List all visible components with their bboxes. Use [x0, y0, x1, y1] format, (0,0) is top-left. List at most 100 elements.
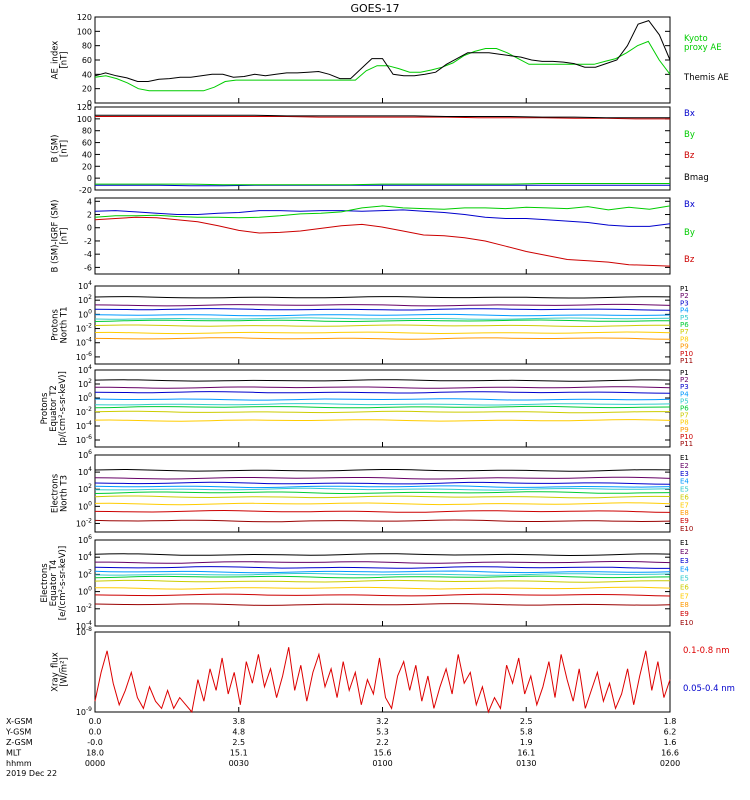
- series-line-level-5: [94, 317, 671, 320]
- legend-entry: E6: [680, 583, 689, 591]
- y-tick-label: 104: [78, 280, 92, 291]
- y-tick-label: 10-6: [76, 351, 92, 362]
- y-tick-label: 106: [78, 534, 92, 545]
- y-axis-label: [p/(cm²-s-sr-keV)]: [58, 371, 68, 446]
- orbit-value: 4.8: [232, 728, 245, 737]
- legend-entry: P3: [680, 299, 689, 307]
- legend-entry: P11: [680, 357, 693, 365]
- legend-entry: P4: [680, 307, 689, 315]
- y-axis-label: B (SM): [51, 135, 61, 163]
- orbit-value: 5.8: [520, 728, 533, 737]
- series-line-level-3: [94, 308, 671, 311]
- orbit-value: 16.1: [517, 749, 535, 758]
- y-tick-label: 2: [87, 211, 92, 220]
- y-axis-label: Electrons: [51, 473, 61, 513]
- legend-entry: Bz: [684, 151, 695, 161]
- orbit-value: 2.5: [520, 717, 533, 726]
- legend-entry: P4: [680, 390, 689, 398]
- legend-entry: By: [684, 130, 695, 140]
- y-tick-label: 102: [78, 483, 92, 494]
- y-tick-label: 60: [82, 56, 92, 65]
- legend-entry: P5: [680, 397, 689, 405]
- legend-entry: E10: [680, 525, 693, 533]
- legend-entry: E2: [680, 462, 689, 470]
- y-tick-label: 10-2: [76, 406, 92, 417]
- orbit-row-label: hhmm: [6, 759, 32, 768]
- legend-entry: E9: [680, 517, 689, 525]
- y-tick-label: 10-9: [76, 706, 92, 717]
- legend-entry: Kyoto: [684, 34, 708, 44]
- legend-entry: E4: [680, 478, 689, 486]
- series-line-level-7: [94, 410, 670, 414]
- legend-entry: E3: [680, 470, 689, 478]
- y-axis-label: [nT]: [60, 140, 70, 157]
- orbit-value: 3.2: [376, 717, 389, 726]
- y-tick-label: 100: [78, 500, 92, 511]
- y-tick-label: 20: [82, 162, 92, 171]
- legend-entry: P7: [680, 412, 689, 420]
- y-tick-label: 100: [77, 115, 92, 124]
- legend-entry: E2: [680, 548, 689, 556]
- legend-entry: E8: [680, 601, 689, 609]
- y-tick-label: 120: [77, 103, 92, 112]
- series-line-level-2: [94, 476, 671, 480]
- series-line-by: [95, 183, 670, 186]
- legend-entry: E3: [680, 557, 689, 565]
- legend-entry: P9: [680, 426, 689, 434]
- legend-entry: Themis AE: [683, 73, 729, 83]
- y-tick-label: 10-4: [76, 620, 92, 631]
- series-line-level-6: [94, 491, 671, 494]
- panel-1-frame: [94, 16, 671, 104]
- orbit-value: -0.0: [87, 738, 103, 747]
- y-tick-label: 10-8: [76, 626, 92, 637]
- orbit-value: 1.6: [664, 738, 677, 747]
- series-line-bx: [94, 209, 671, 227]
- y-tick-label: 120: [77, 13, 92, 22]
- series-line-level-8: [94, 502, 671, 506]
- series-line-level-1: [94, 553, 671, 557]
- series-line-level-2: [95, 561, 671, 564]
- legend-entry: E7: [680, 592, 689, 600]
- legend-entry: P11: [680, 440, 693, 448]
- legend-entry: E8: [680, 509, 689, 517]
- y-tick-label: 100: [77, 27, 92, 36]
- legend-entry: Bx: [684, 200, 695, 210]
- orbit-value: 0030: [229, 759, 249, 768]
- series-line-bz: [94, 216, 671, 267]
- y-tick-label: 104: [78, 364, 92, 375]
- legend-entry: E10: [680, 619, 693, 627]
- legend-entry: E7: [680, 501, 689, 509]
- legend-entry: P1: [680, 285, 689, 293]
- orbit-value: 15.6: [374, 749, 392, 758]
- y-tick-label: 10-4: [76, 337, 92, 348]
- legend-entry: Bz: [684, 255, 695, 265]
- y-tick-label: 4: [87, 197, 92, 206]
- series-line-level-8: [94, 331, 671, 335]
- y-tick-label: -4: [84, 250, 92, 259]
- orbit-value: 16.6: [661, 749, 679, 758]
- orbit-value: 3.8: [232, 717, 245, 726]
- series-line-level-10: [94, 603, 671, 606]
- y-tick-label: 10-2: [76, 603, 92, 614]
- legend-entry: E5: [680, 486, 689, 494]
- orbit-value: 0.0: [89, 717, 102, 726]
- orbit-row-label: Z-GSM: [6, 738, 33, 747]
- legend-entry: E1: [680, 454, 689, 462]
- orbit-value: 0.0: [89, 728, 102, 737]
- panel-7-frame: [94, 539, 671, 627]
- legend-entry: E1: [680, 539, 689, 547]
- legend-entry: P10: [680, 350, 693, 358]
- series-line-level-7: [94, 495, 671, 499]
- y-tick-label: -2: [84, 237, 92, 246]
- legend-entry: P2: [680, 292, 689, 300]
- legend-entry: P10: [680, 433, 693, 441]
- y-tick-label: 20: [82, 85, 92, 94]
- legend-entry: E9: [680, 610, 689, 618]
- series-line-level-4: [94, 398, 671, 401]
- y-tick-label: 60: [82, 139, 92, 148]
- legend-entry: P5: [680, 314, 689, 322]
- y-tick-label: 102: [78, 294, 92, 305]
- orbit-value: 0100: [372, 759, 392, 768]
- y-tick-label: 104: [78, 466, 92, 477]
- y-tick-label: 0: [87, 224, 92, 233]
